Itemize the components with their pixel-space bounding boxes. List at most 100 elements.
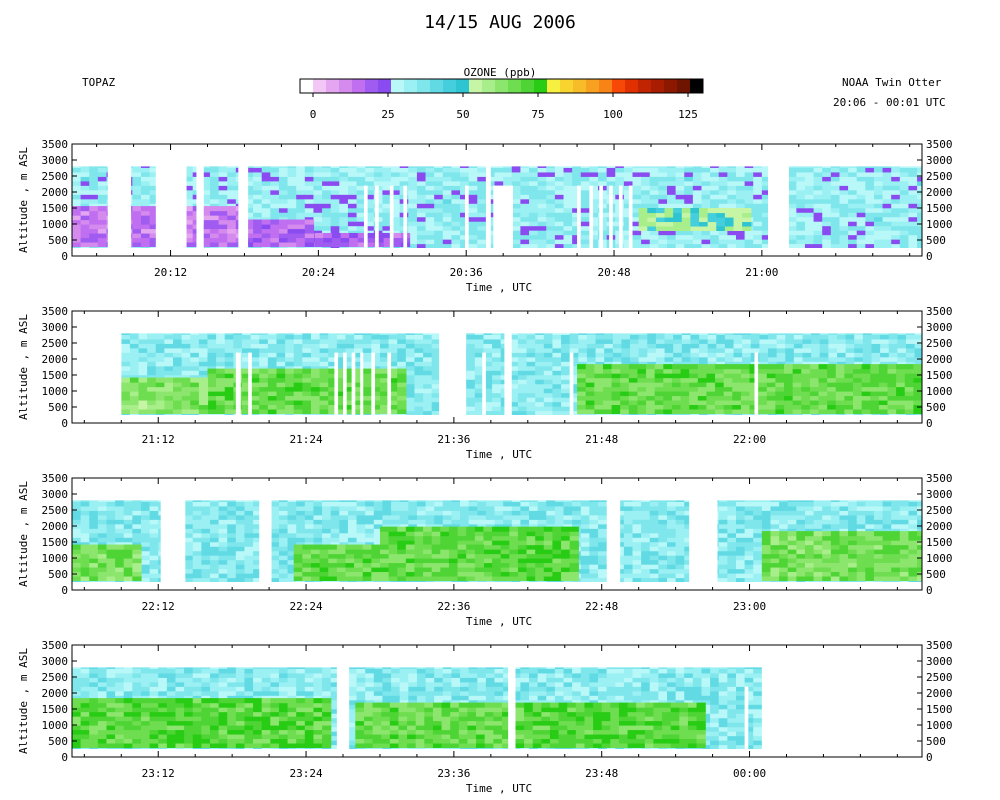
ozone-cell [492, 338, 502, 344]
ozone-cell [766, 395, 777, 401]
ozone-cell [861, 408, 871, 414]
ozone-cell [442, 176, 453, 182]
ozone-cell [537, 221, 547, 227]
ozone-cell [175, 166, 185, 168]
ozone-cell [158, 176, 168, 182]
ozone-cell [175, 167, 185, 173]
ozone-cell [882, 207, 892, 213]
ozone-cell [917, 234, 923, 240]
ozone-cell [706, 395, 716, 401]
ozone-cell [862, 347, 873, 353]
colorbar-swatch [443, 79, 457, 93]
ozone-cell [813, 234, 823, 240]
ozone-cell [827, 377, 837, 383]
ozone-cell [572, 203, 582, 209]
ozone-cell [537, 216, 547, 222]
ozone-cell [655, 221, 666, 227]
ozone-cell [224, 347, 234, 353]
ozone-cell [896, 395, 906, 401]
ozone-cell [690, 338, 700, 344]
ozone-cell [740, 404, 751, 410]
ozone-cell [474, 352, 485, 358]
ozone-cell [302, 404, 312, 410]
ozone-cell [853, 364, 863, 370]
ozone-cell [155, 361, 165, 367]
ozone-cell [744, 185, 754, 191]
ozone-cell [913, 368, 922, 374]
ozone-cell [166, 228, 177, 234]
ozone-cell [845, 347, 855, 353]
ozone-cell [654, 386, 664, 392]
ozone-cell [330, 212, 340, 218]
ozone-cell [749, 386, 759, 392]
ozone-cell [483, 397, 493, 403]
ozone-cell [485, 166, 496, 168]
ozone-cell [347, 189, 358, 195]
ozone-cell [313, 230, 323, 236]
ozone-cell [761, 243, 772, 248]
ozone-cell [365, 166, 375, 168]
ozone-cell [701, 189, 711, 195]
ozone-cell [336, 356, 347, 362]
ozone-cell [822, 230, 832, 236]
ozone-cell [259, 334, 269, 340]
ozone-cell [535, 365, 545, 371]
ozone-cell [554, 167, 565, 173]
ozone-cell [535, 410, 545, 415]
ozone-cell [365, 176, 375, 182]
ozone-cell [813, 225, 823, 231]
ozone-cell [804, 180, 815, 186]
ozone-cell [310, 368, 321, 374]
ozone-cell [689, 373, 699, 379]
ozone-cell [97, 166, 108, 168]
ozone-cell [744, 239, 754, 245]
ozone-cell [190, 352, 200, 358]
ozone-cell [707, 208, 717, 214]
ozone-cell [543, 333, 554, 335]
ozone-cell [620, 382, 630, 388]
ozone-cell [164, 334, 174, 340]
ozone-cell [209, 194, 220, 200]
ozone-cell [917, 239, 923, 245]
ozone-cell [580, 203, 590, 209]
ozone-cell [655, 361, 666, 367]
ozone-cell [882, 185, 892, 191]
ozone-cell [701, 166, 711, 168]
ozone-cell [535, 383, 545, 389]
ozone-cell [267, 356, 278, 362]
ozone-cell [440, 383, 450, 389]
ozone-cell [811, 347, 821, 353]
ozone-cell [637, 408, 647, 414]
ozone-cell [546, 243, 556, 248]
ozone-cell [408, 171, 418, 177]
ozone-cell [526, 392, 536, 398]
ozone-cell [572, 189, 582, 195]
ozone-cell [207, 338, 217, 344]
ozone-cell [716, 333, 726, 335]
ozone-cell [873, 212, 884, 218]
ozone-cell [483, 356, 493, 362]
ozone-cell [667, 198, 677, 204]
ozone-cell [742, 361, 752, 367]
ozone-cell [405, 392, 416, 398]
ozone-cell [761, 239, 772, 245]
ozone-cell [440, 343, 450, 349]
colorbar-swatch [378, 79, 392, 93]
ozone-cell [276, 386, 286, 392]
ozone-cell [770, 176, 780, 182]
ozone-cell [405, 361, 416, 367]
ozone-cell [235, 210, 246, 216]
ozone-cell [330, 203, 340, 209]
ozone-cell [761, 234, 772, 240]
ozone-cell [319, 365, 329, 371]
ozone-cell [365, 185, 375, 191]
ozone-cell [602, 391, 613, 397]
ozone-cell [155, 370, 165, 376]
ozone-cell [753, 167, 763, 173]
ozone-cell [554, 230, 565, 236]
ozone-cell [761, 189, 772, 195]
ozone-cell [227, 232, 237, 239]
ozone-cell [561, 347, 571, 353]
ozone-cell [673, 352, 683, 358]
ozone-cell [882, 239, 892, 245]
